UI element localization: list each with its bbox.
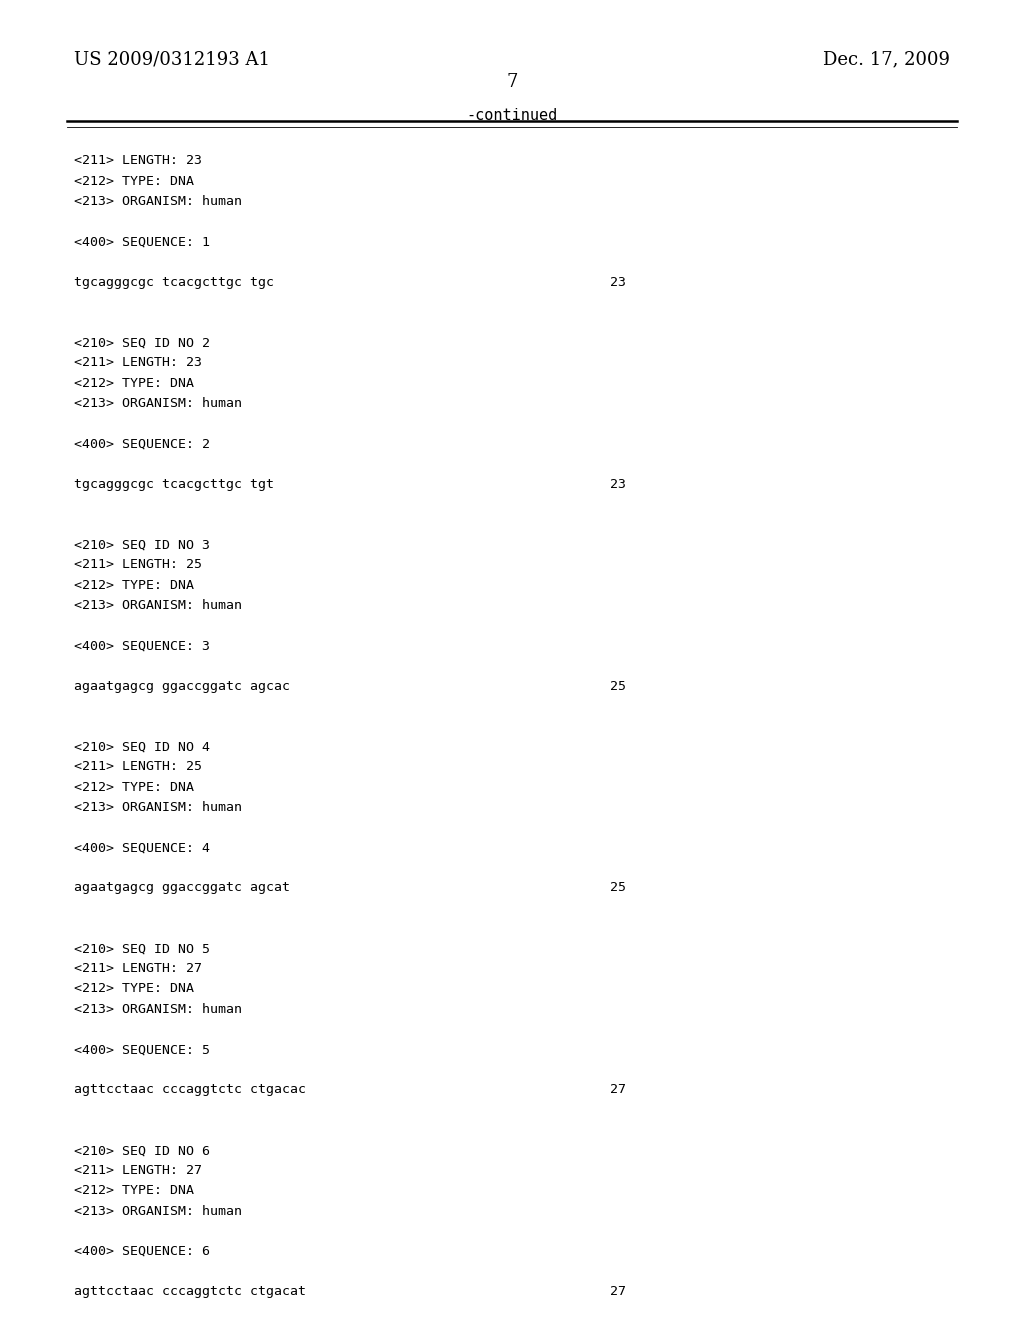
Text: agaatgagcg ggaccggatc agcac                                        25: agaatgagcg ggaccggatc agcac 25 bbox=[74, 680, 626, 693]
Text: -continued: -continued bbox=[466, 108, 558, 123]
Text: tgcagggcgc tcacgcttgc tgt                                          23: tgcagggcgc tcacgcttgc tgt 23 bbox=[74, 478, 626, 491]
Text: agaatgagcg ggaccggatc agcat                                        25: agaatgagcg ggaccggatc agcat 25 bbox=[74, 882, 626, 895]
Text: <213> ORGANISM: human: <213> ORGANISM: human bbox=[74, 801, 242, 813]
Text: <210> SEQ ID NO 6: <210> SEQ ID NO 6 bbox=[74, 1144, 210, 1158]
Text: <400> SEQUENCE: 6: <400> SEQUENCE: 6 bbox=[74, 1245, 210, 1258]
Text: <400> SEQUENCE: 2: <400> SEQUENCE: 2 bbox=[74, 437, 210, 450]
Text: <213> ORGANISM: human: <213> ORGANISM: human bbox=[74, 1205, 242, 1217]
Text: Dec. 17, 2009: Dec. 17, 2009 bbox=[823, 50, 950, 69]
Text: <213> ORGANISM: human: <213> ORGANISM: human bbox=[74, 397, 242, 409]
Text: <212> TYPE: DNA: <212> TYPE: DNA bbox=[74, 780, 194, 793]
Text: <212> TYPE: DNA: <212> TYPE: DNA bbox=[74, 982, 194, 995]
Text: <211> LENGTH: 25: <211> LENGTH: 25 bbox=[74, 760, 202, 774]
Text: <212> TYPE: DNA: <212> TYPE: DNA bbox=[74, 578, 194, 591]
Text: tgcagggcgc tcacgcttgc tgc                                          23: tgcagggcgc tcacgcttgc tgc 23 bbox=[74, 276, 626, 289]
Text: <400> SEQUENCE: 3: <400> SEQUENCE: 3 bbox=[74, 639, 210, 652]
Text: <212> TYPE: DNA: <212> TYPE: DNA bbox=[74, 174, 194, 187]
Text: <211> LENGTH: 25: <211> LENGTH: 25 bbox=[74, 558, 202, 572]
Text: <212> TYPE: DNA: <212> TYPE: DNA bbox=[74, 376, 194, 389]
Text: <211> LENGTH: 27: <211> LENGTH: 27 bbox=[74, 962, 202, 975]
Text: <210> SEQ ID NO 5: <210> SEQ ID NO 5 bbox=[74, 942, 210, 956]
Text: <210> SEQ ID NO 2: <210> SEQ ID NO 2 bbox=[74, 337, 210, 350]
Text: <211> LENGTH: 23: <211> LENGTH: 23 bbox=[74, 356, 202, 370]
Text: <213> ORGANISM: human: <213> ORGANISM: human bbox=[74, 1003, 242, 1015]
Text: agttcctaac cccaggtctc ctgacat                                      27: agttcctaac cccaggtctc ctgacat 27 bbox=[74, 1286, 626, 1299]
Text: <212> TYPE: DNA: <212> TYPE: DNA bbox=[74, 1184, 194, 1197]
Text: US 2009/0312193 A1: US 2009/0312193 A1 bbox=[74, 50, 269, 69]
Text: <400> SEQUENCE: 5: <400> SEQUENCE: 5 bbox=[74, 1043, 210, 1056]
Text: <210> SEQ ID NO 4: <210> SEQ ID NO 4 bbox=[74, 741, 210, 754]
Text: agttcctaac cccaggtctc ctgacac                                      27: agttcctaac cccaggtctc ctgacac 27 bbox=[74, 1084, 626, 1097]
Text: <400> SEQUENCE: 4: <400> SEQUENCE: 4 bbox=[74, 841, 210, 854]
Text: <211> LENGTH: 27: <211> LENGTH: 27 bbox=[74, 1164, 202, 1177]
Text: <400> SEQUENCE: 1: <400> SEQUENCE: 1 bbox=[74, 235, 210, 248]
Text: 7: 7 bbox=[506, 73, 518, 91]
Text: <210> SEQ ID NO 3: <210> SEQ ID NO 3 bbox=[74, 539, 210, 552]
Text: <213> ORGANISM: human: <213> ORGANISM: human bbox=[74, 195, 242, 207]
Text: <211> LENGTH: 23: <211> LENGTH: 23 bbox=[74, 154, 202, 168]
Text: <213> ORGANISM: human: <213> ORGANISM: human bbox=[74, 599, 242, 611]
